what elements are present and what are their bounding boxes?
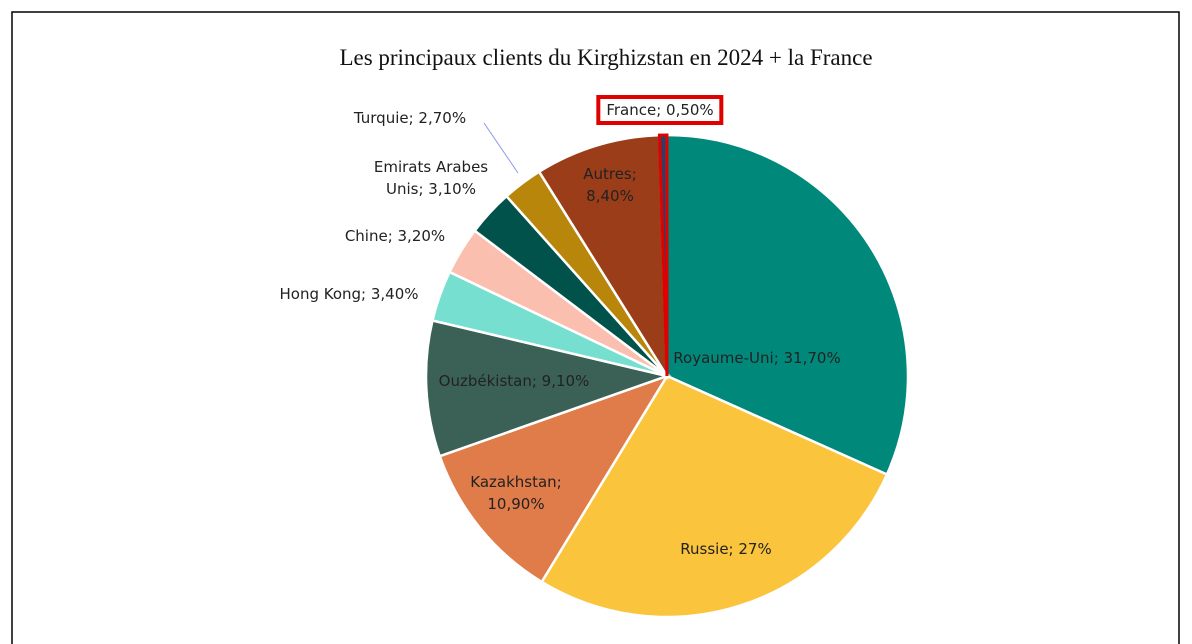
data-label: Royaume-Uni; 31,70% [673, 349, 841, 367]
slice [537, 133, 669, 381]
slice [665, 133, 910, 477]
data-label: Kazakhstan; 10,90% [470, 473, 562, 513]
slice [424, 318, 672, 458]
data-label: Autres; 8,40% [583, 165, 637, 205]
data-label: France; 0,50% [596, 95, 724, 125]
data-label: Emirats Arabes Unis; 3,10% [373, 158, 489, 198]
leader-line [483, 122, 519, 174]
frame [11, 11, 1180, 644]
data-label: Ouzbékistan; 9,10% [438, 372, 590, 390]
data-label: Chine; 3,20% [344, 227, 446, 245]
chart-title: Les principaux clients du Kirghizstan en… [339, 45, 872, 70]
slice [657, 133, 669, 377]
data-label: Russie; 27% [680, 540, 772, 558]
slice [438, 373, 670, 584]
slice [540, 374, 889, 619]
data-label: Hong Kong; 3,40% [279, 285, 419, 303]
slices [424, 133, 910, 619]
data-label: Turquie; 2,70% [353, 109, 467, 127]
